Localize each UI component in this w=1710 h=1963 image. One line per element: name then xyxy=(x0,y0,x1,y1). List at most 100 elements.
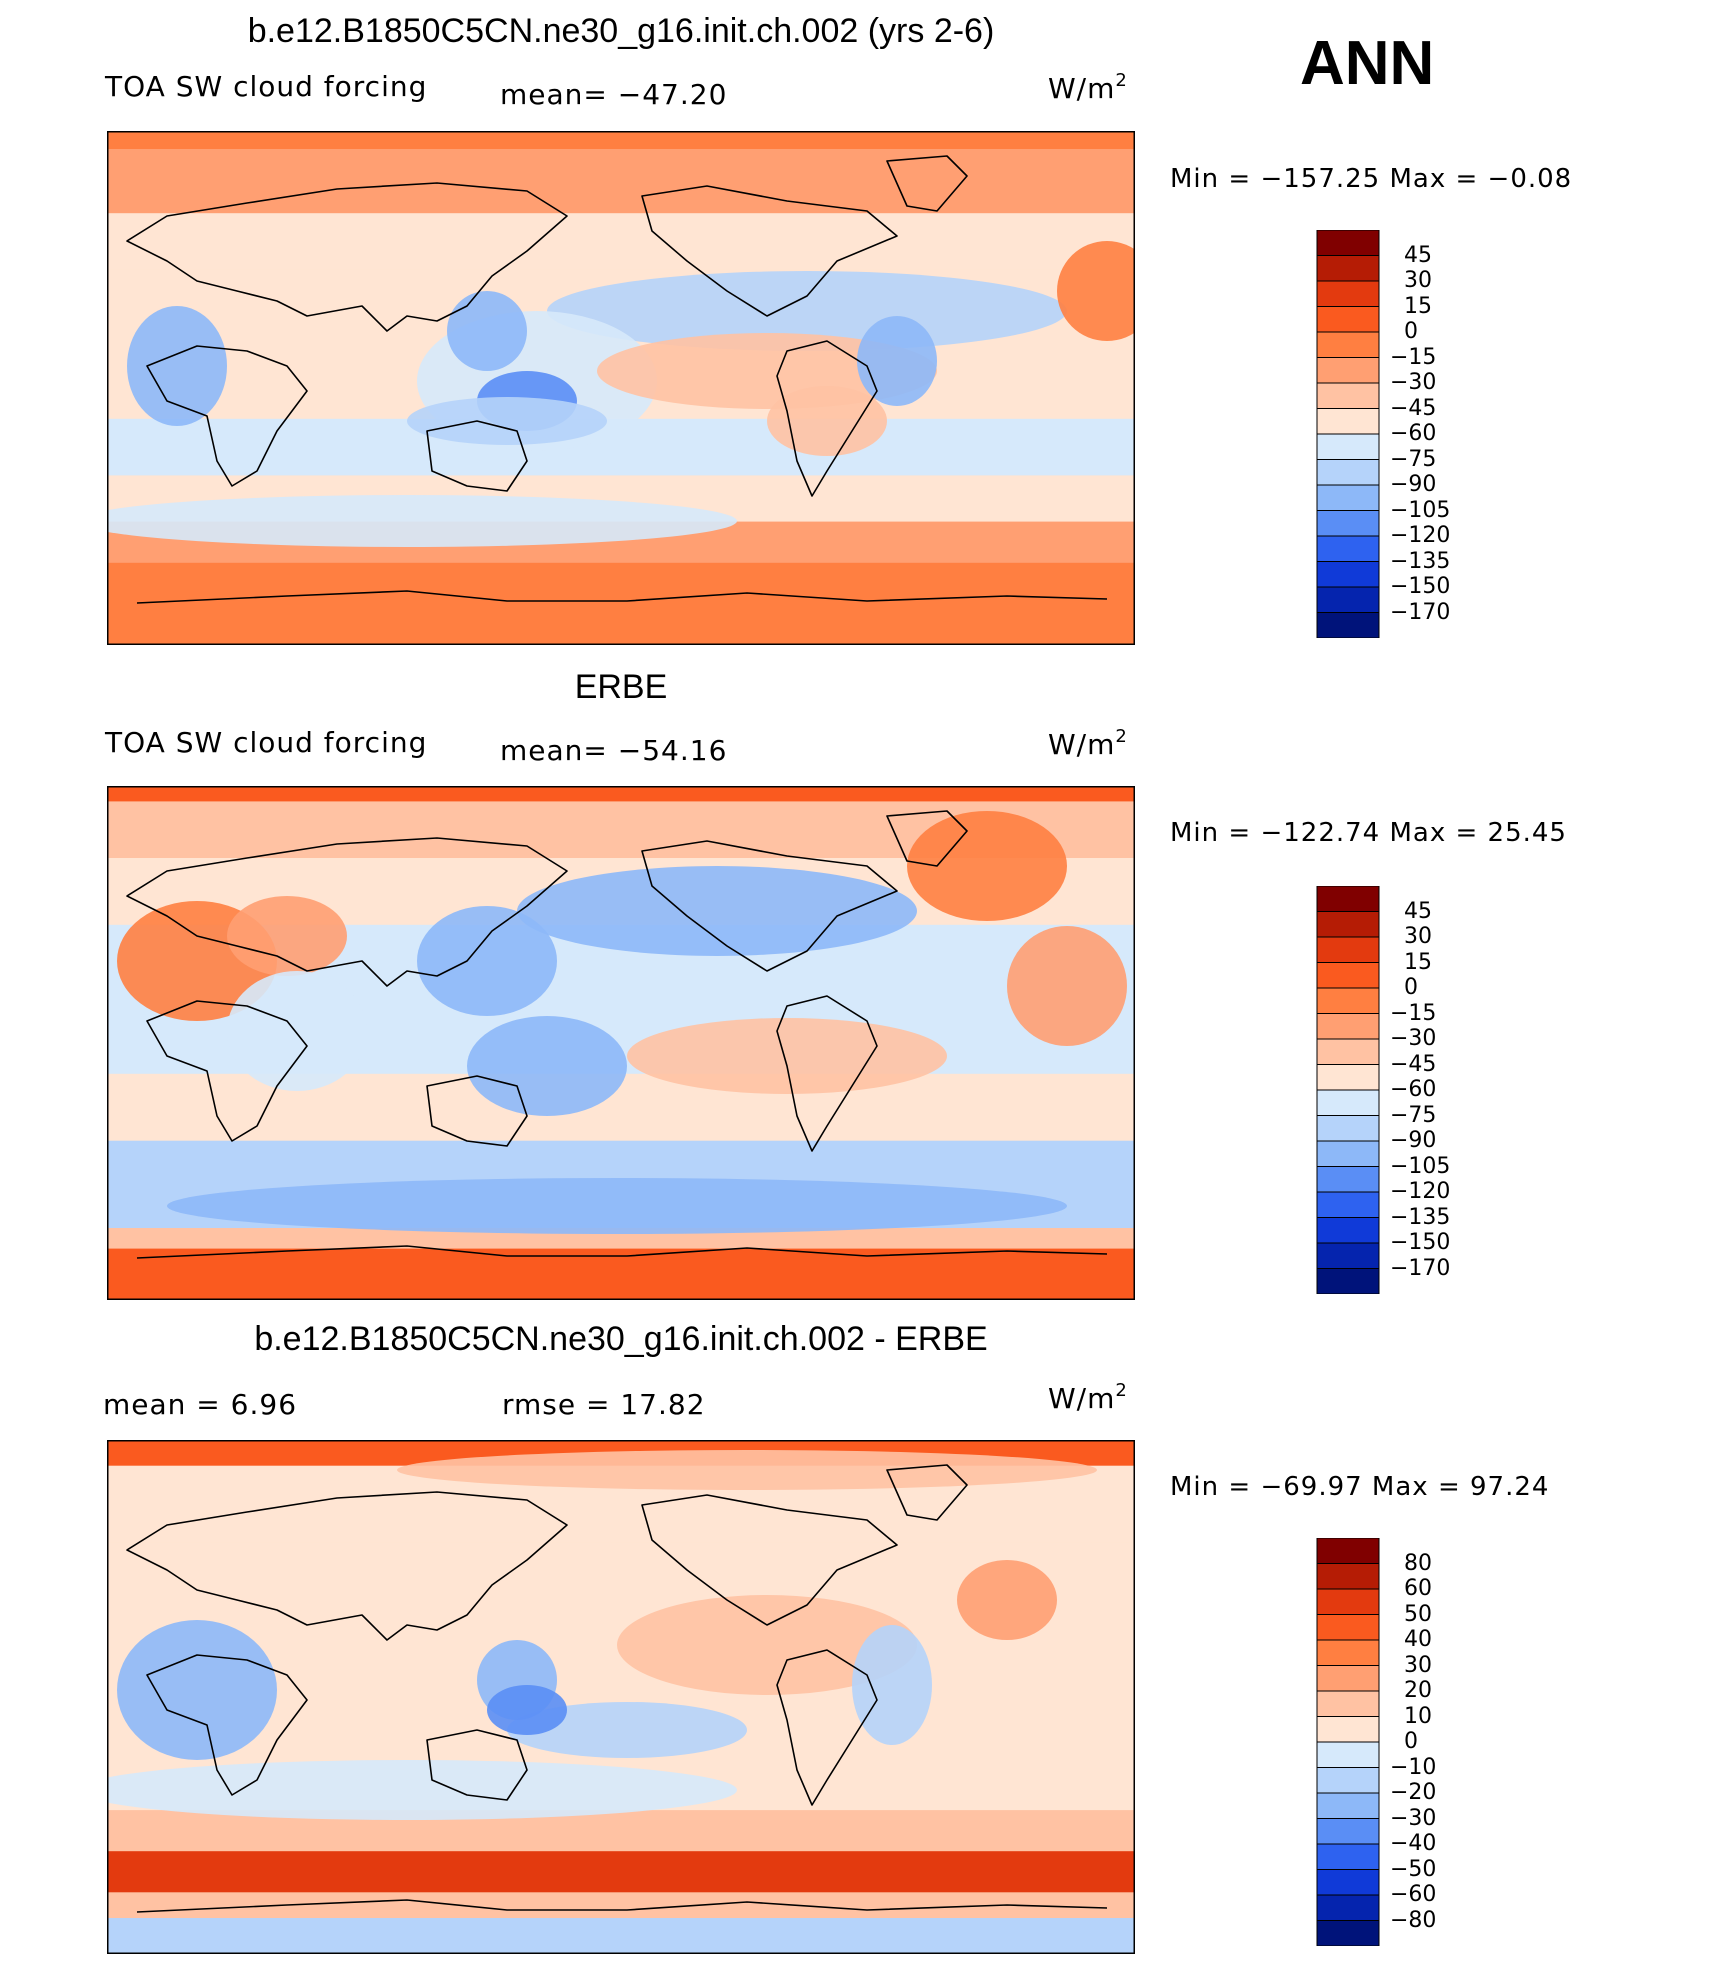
colorbar-tick-label: −40 xyxy=(1390,1831,1437,1856)
colorbar-box xyxy=(1316,1843,1380,1870)
colorbar-tick-label: 20 xyxy=(1404,1678,1432,1703)
panel-3-units: W/m2 xyxy=(1048,1380,1128,1415)
colorbar-tick-label: −45 xyxy=(1390,395,1437,421)
colorbar-box xyxy=(1316,255,1380,282)
colorbar-tick-label: −135 xyxy=(1390,1204,1451,1230)
colorbar-box xyxy=(1316,1115,1380,1142)
panel-3-mean-label: mean = 6.96 xyxy=(103,1388,298,1421)
colorbar-box xyxy=(1316,1792,1380,1819)
colorbar-tick-label: 45 xyxy=(1404,898,1432,924)
colorbar-box xyxy=(1316,1665,1380,1692)
panel-1-map xyxy=(107,131,1135,645)
colorbar-box xyxy=(1316,1538,1380,1564)
colorbar-tick-label: −105 xyxy=(1390,1153,1451,1179)
colorbar-tick-label: −105 xyxy=(1390,497,1451,523)
panel-2-units: W/m2 xyxy=(1048,726,1128,761)
colorbar-box xyxy=(1316,561,1380,588)
panel-3-colorbar xyxy=(1316,1538,1380,1946)
colorbar-box xyxy=(1316,306,1380,333)
colorbar-box xyxy=(1316,936,1380,963)
colorbar-tick-label: 40 xyxy=(1404,1627,1432,1652)
panel-1-mean-label: mean= −47.20 xyxy=(500,78,728,111)
colorbar-tick-label: 30 xyxy=(1404,268,1432,293)
colorbar-box xyxy=(1316,586,1380,613)
panel-2-map xyxy=(107,786,1135,1300)
colorbar-box xyxy=(1316,911,1380,938)
colorbar-tick-label: −80 xyxy=(1390,1907,1437,1933)
colorbar-box xyxy=(1316,1767,1380,1794)
colorbar-tick-label: 50 xyxy=(1404,1601,1432,1627)
colorbar-box xyxy=(1316,1741,1380,1768)
panel-1-units: W/m2 xyxy=(1048,70,1128,105)
panel-3-rmse-label: rmse = 17.82 xyxy=(502,1388,706,1421)
colorbar-box xyxy=(1316,1639,1380,1666)
panel-2-mean-label: mean= −54.16 xyxy=(500,734,728,767)
colorbar-box xyxy=(1316,535,1380,562)
colorbar-box xyxy=(1316,331,1380,358)
colorbar-box xyxy=(1316,962,1380,989)
colorbar-tick-label: 0 xyxy=(1404,319,1418,344)
colorbar-tick-label: 10 xyxy=(1404,1703,1432,1729)
colorbar-box xyxy=(1316,280,1380,307)
colorbar-box xyxy=(1316,1089,1380,1116)
panel-1-colorbar xyxy=(1316,230,1380,638)
colorbar-box xyxy=(1316,1869,1380,1896)
colorbar-box xyxy=(1316,433,1380,460)
colorbar-box xyxy=(1316,1894,1380,1921)
colorbar-tick-label: 15 xyxy=(1404,293,1432,319)
colorbar-tick-label: −30 xyxy=(1390,1026,1437,1051)
colorbar-tick-label: 15 xyxy=(1404,949,1432,975)
colorbar-tick-label: −75 xyxy=(1390,1102,1437,1128)
colorbar-box xyxy=(1316,408,1380,435)
colorbar-box xyxy=(1316,987,1380,1014)
colorbar-tick-label: −45 xyxy=(1390,1051,1437,1077)
colorbar-tick-label: −30 xyxy=(1390,1805,1437,1831)
colorbar-box xyxy=(1316,1588,1380,1615)
colorbar-tick-label: −150 xyxy=(1390,574,1451,599)
colorbar-tick-label: −15 xyxy=(1390,344,1437,370)
colorbar-box xyxy=(1316,1268,1380,1294)
panel-2-variable-label: TOA SW cloud forcing xyxy=(105,726,428,759)
colorbar-box xyxy=(1316,1217,1380,1244)
colorbar-box xyxy=(1316,1242,1380,1269)
colorbar-tick-label: −60 xyxy=(1390,421,1437,446)
colorbar-tick-label: −120 xyxy=(1390,1179,1451,1204)
colorbar-box xyxy=(1316,459,1380,486)
colorbar-box xyxy=(1316,1191,1380,1218)
panel-1-title: b.e12.B1850C5CN.ne30_g16.init.ch.002 (yr… xyxy=(247,12,995,50)
panel-3-map xyxy=(107,1440,1135,1954)
colorbar-tick-label: −90 xyxy=(1390,1128,1437,1153)
colorbar-box xyxy=(1316,382,1380,409)
colorbar-box xyxy=(1316,1716,1380,1743)
colorbar-tick-label: −75 xyxy=(1390,446,1437,472)
colorbar-tick-label: 45 xyxy=(1404,242,1432,268)
colorbar-tick-label: −60 xyxy=(1390,1882,1437,1907)
colorbar-box xyxy=(1316,1140,1380,1167)
colorbar-box xyxy=(1316,230,1380,256)
colorbar-tick-label: 80 xyxy=(1404,1550,1432,1576)
colorbar-tick-label: −120 xyxy=(1390,523,1451,548)
colorbar-tick-label: −50 xyxy=(1390,1856,1437,1882)
colorbar-tick-label: −170 xyxy=(1390,1255,1451,1281)
colorbar-box xyxy=(1316,510,1380,537)
panel-2-title: ERBE xyxy=(574,668,668,706)
colorbar-box xyxy=(1316,886,1380,912)
colorbar-tick-label: −170 xyxy=(1390,599,1451,625)
colorbar-tick-label: −20 xyxy=(1390,1780,1437,1805)
colorbar-tick-label: 0 xyxy=(1404,975,1418,1000)
colorbar-box xyxy=(1316,1920,1380,1946)
panel-1-minmax: Min = −157.25 Max = −0.08 xyxy=(1170,164,1573,194)
colorbar-tick-label: −135 xyxy=(1390,548,1451,574)
colorbar-box xyxy=(1316,1166,1380,1193)
panel-2-colorbar xyxy=(1316,886,1380,1294)
colorbar-box xyxy=(1316,484,1380,511)
season-label: ANN xyxy=(1300,29,1435,98)
colorbar-tick-label: 30 xyxy=(1404,1652,1432,1678)
colorbar-box xyxy=(1316,1563,1380,1590)
colorbar-box xyxy=(1316,357,1380,384)
colorbar-box xyxy=(1316,1690,1380,1717)
colorbar-tick-label: 0 xyxy=(1404,1729,1418,1754)
colorbar-box xyxy=(1316,1818,1380,1845)
colorbar-box xyxy=(1316,612,1380,638)
colorbar-box xyxy=(1316,1614,1380,1641)
